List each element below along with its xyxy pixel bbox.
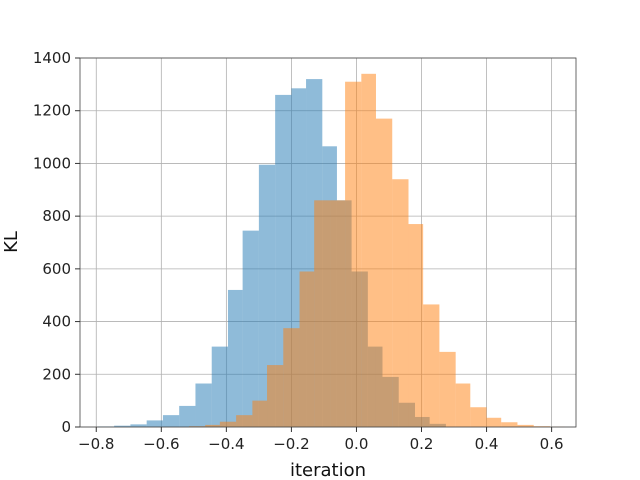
plot-frame <box>79 57 577 428</box>
histogram-bar-series-1 <box>114 425 131 427</box>
x-axis-label: iteration <box>290 460 366 480</box>
histogram-bar-series-2 <box>470 407 487 427</box>
histogram-bar-series-1 <box>211 346 228 427</box>
x-tick-label: 0.2 <box>410 435 434 453</box>
histogram-bar-series-1 <box>179 405 196 427</box>
histogram-bar-series-2 <box>392 179 409 427</box>
x-tick-label: 0.6 <box>540 435 564 453</box>
histogram-bar-series-2 <box>423 304 440 427</box>
histogram-bar-series-2 <box>439 351 456 427</box>
y-axis-label: KL <box>1 231 22 253</box>
histogram-bar-series-2 <box>283 328 300 427</box>
y-tick-label: 1400 <box>33 49 71 67</box>
histogram-bar-series-1 <box>162 415 180 427</box>
y-tick-label: 1000 <box>33 154 71 172</box>
x-tick-label: 0.4 <box>475 435 499 453</box>
histogram-bar-series-2 <box>219 421 237 427</box>
histogram-bar-series-1 <box>258 164 276 427</box>
histogram-bar-series-2 <box>486 417 502 427</box>
histogram-bar-series-2 <box>345 81 362 427</box>
x-tick-label: −0.6 <box>143 435 179 453</box>
y-tick-label: 600 <box>42 260 71 278</box>
y-tick-label: 1200 <box>33 102 71 120</box>
x-tick-label: −0.2 <box>273 435 309 453</box>
histogram-bar-series-2 <box>267 365 284 427</box>
histogram-bar-series-1 <box>195 383 212 427</box>
histogram-bar-series-2 <box>455 383 471 427</box>
histogram-bar-series-2 <box>314 200 331 427</box>
histogram-bar-series-1 <box>130 424 147 427</box>
histogram-bar-series-2 <box>375 118 393 427</box>
histogram-bar-series-2 <box>330 200 346 427</box>
histogram-bar-series-2 <box>252 400 268 427</box>
x-tick-label: −0.4 <box>208 435 244 453</box>
histogram-bar-series-2 <box>408 224 424 427</box>
y-tick-label: 800 <box>42 207 71 225</box>
axis-ticks: −0.8 −0.6 −0.4 −0.2 0.0 0.2 0.4 0.6 0 200 400 600 80… <box>33 49 564 453</box>
histogram-bar-series-2 <box>517 424 534 427</box>
x-tick-label: 0.0 <box>345 435 369 453</box>
y-tick-label: 400 <box>42 313 71 331</box>
y-tick-label: 200 <box>42 365 71 383</box>
y-tick-label: 0 <box>61 418 71 436</box>
x-tick-label: −0.8 <box>78 435 114 453</box>
histogram-bars <box>97 73 565 428</box>
histogram-bar-series-1 <box>242 230 259 427</box>
histogram-bar-series-1 <box>146 420 163 427</box>
histogram-bar-series-1 <box>227 289 243 427</box>
histogram-bar-series-2 <box>361 73 376 428</box>
histogram-bar-series-2 <box>236 415 253 427</box>
histogram-bar-series-2 <box>501 422 518 427</box>
histogram-bar-series-2 <box>299 271 315 427</box>
histogram-bar-series-2 <box>205 424 220 427</box>
